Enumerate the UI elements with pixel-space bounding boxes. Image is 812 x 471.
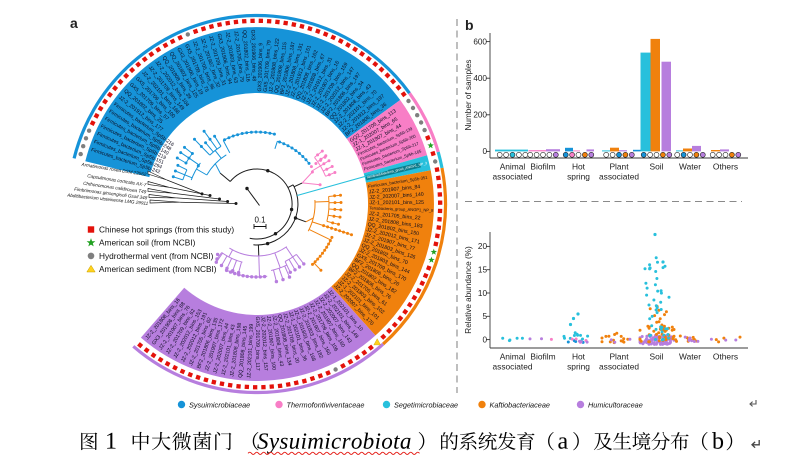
svg-text:Animal: Animal <box>500 352 526 362</box>
svg-text:associated: associated <box>599 172 639 182</box>
svg-text:Water: Water <box>679 352 701 362</box>
svg-text:Hydrothermal vent (from NCBI): Hydrothermal vent (from NCBI) <box>99 251 214 261</box>
svg-text:American soil (from NCBI): American soil (from NCBI) <box>99 238 196 248</box>
svg-text:American sediment (from NCBI): American sediment (from NCBI) <box>99 264 217 274</box>
svg-text:Others: Others <box>713 352 738 362</box>
svg-text:Relative abundance (%): Relative abundance (%) <box>464 246 473 334</box>
svg-text:Soil: Soil <box>650 352 664 362</box>
svg-text:b: b <box>465 17 474 33</box>
svg-text:Soil: Soil <box>650 162 664 172</box>
svg-text:GX5_201709_bins_117: GX5_201709_bins_117 <box>254 316 260 370</box>
svg-text:600: 600 <box>473 37 487 46</box>
svg-text:spring: spring <box>567 172 590 182</box>
svg-text:associated: associated <box>492 172 532 182</box>
svg-text:Sysuimicrobiaceae: Sysuimicrobiaceae <box>189 400 250 409</box>
svg-text:Biofilm: Biofilm <box>530 352 555 362</box>
svg-text:Number of samples: Number of samples <box>464 60 473 131</box>
svg-text:Others: Others <box>713 162 738 172</box>
svg-text:Kaftiobacteriaceae: Kaftiobacteriaceae <box>490 400 550 409</box>
svg-text:0: 0 <box>482 335 487 344</box>
svg-text:400: 400 <box>473 74 487 83</box>
svg-text:spring: spring <box>567 362 590 372</box>
svg-text:a: a <box>70 15 78 31</box>
svg-text:Plant: Plant <box>609 162 629 172</box>
svg-text:15: 15 <box>478 266 488 275</box>
svg-text:200: 200 <box>473 111 487 120</box>
svg-text:Plant: Plant <box>609 352 629 362</box>
svg-text:associated: associated <box>492 362 532 372</box>
svg-text:JZ-1_202101_bins_125: JZ-1_202101_bins_125 <box>369 200 424 206</box>
svg-text:Biofilm: Biofilm <box>530 162 555 172</box>
svg-text:GX3_201906_bins_9: GX3_201906_bins_9 <box>257 43 264 92</box>
svg-text:10: 10 <box>478 289 488 298</box>
svg-text:Thermofontiviventaceae: Thermofontiviventaceae <box>287 400 365 409</box>
svg-text:Water: Water <box>679 162 701 172</box>
svg-text:Hot: Hot <box>572 352 586 362</box>
svg-text:0.1: 0.1 <box>254 216 266 225</box>
svg-text:20: 20 <box>478 242 488 251</box>
svg-text:Humicultoraceae: Humicultoraceae <box>588 400 643 409</box>
svg-text:Segetimicrobiaceae: Segetimicrobiaceae <box>394 400 458 409</box>
svg-text:5: 5 <box>482 312 487 321</box>
svg-text:Hot: Hot <box>572 162 586 172</box>
svg-text:0: 0 <box>482 147 487 156</box>
svg-text:associated: associated <box>599 362 639 372</box>
svg-text:Chinese hot springs (from this: Chinese hot springs (from this study) <box>99 224 234 234</box>
svg-text:Animal: Animal <box>500 162 526 172</box>
